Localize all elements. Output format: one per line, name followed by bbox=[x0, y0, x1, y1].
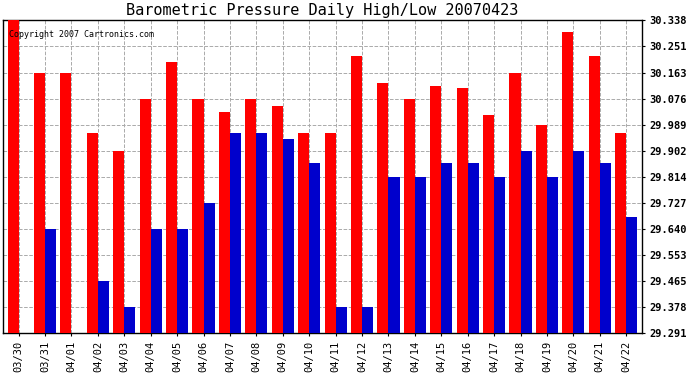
Bar bbox=[139, 99, 150, 333]
Bar bbox=[245, 99, 257, 333]
Bar bbox=[150, 229, 162, 333]
Bar bbox=[60, 73, 72, 333]
Bar bbox=[415, 177, 426, 333]
Bar bbox=[230, 134, 241, 333]
Bar bbox=[177, 229, 188, 333]
Bar bbox=[309, 163, 320, 333]
Bar bbox=[193, 99, 204, 333]
Bar bbox=[98, 281, 109, 333]
Bar bbox=[257, 134, 268, 333]
Bar bbox=[627, 217, 638, 333]
Bar bbox=[536, 124, 547, 333]
Bar bbox=[547, 177, 558, 333]
Bar bbox=[272, 106, 283, 333]
Bar bbox=[509, 73, 520, 333]
Bar bbox=[8, 20, 19, 333]
Bar bbox=[45, 229, 56, 333]
Bar bbox=[520, 151, 532, 333]
Bar bbox=[573, 151, 584, 333]
Bar bbox=[219, 112, 230, 333]
Bar bbox=[589, 56, 600, 333]
Bar bbox=[34, 73, 45, 333]
Title: Barometric Pressure Daily High/Low 20070423: Barometric Pressure Daily High/Low 20070… bbox=[126, 3, 519, 18]
Bar bbox=[204, 203, 215, 333]
Bar bbox=[388, 177, 400, 333]
Bar bbox=[124, 308, 135, 333]
Bar bbox=[324, 134, 335, 333]
Bar bbox=[362, 308, 373, 333]
Bar bbox=[494, 177, 505, 333]
Bar bbox=[442, 163, 453, 333]
Bar bbox=[562, 32, 573, 333]
Bar bbox=[298, 134, 309, 333]
Bar bbox=[351, 56, 362, 333]
Bar bbox=[377, 82, 388, 333]
Bar bbox=[335, 308, 347, 333]
Bar bbox=[283, 140, 294, 333]
Bar bbox=[113, 151, 124, 333]
Bar bbox=[600, 163, 611, 333]
Bar bbox=[468, 163, 479, 333]
Bar bbox=[457, 88, 468, 333]
Text: Copyright 2007 Cartronics.com: Copyright 2007 Cartronics.com bbox=[9, 30, 154, 39]
Bar bbox=[615, 134, 627, 333]
Bar bbox=[166, 62, 177, 333]
Bar bbox=[483, 116, 494, 333]
Bar bbox=[430, 86, 442, 333]
Bar bbox=[404, 99, 415, 333]
Bar bbox=[87, 134, 98, 333]
